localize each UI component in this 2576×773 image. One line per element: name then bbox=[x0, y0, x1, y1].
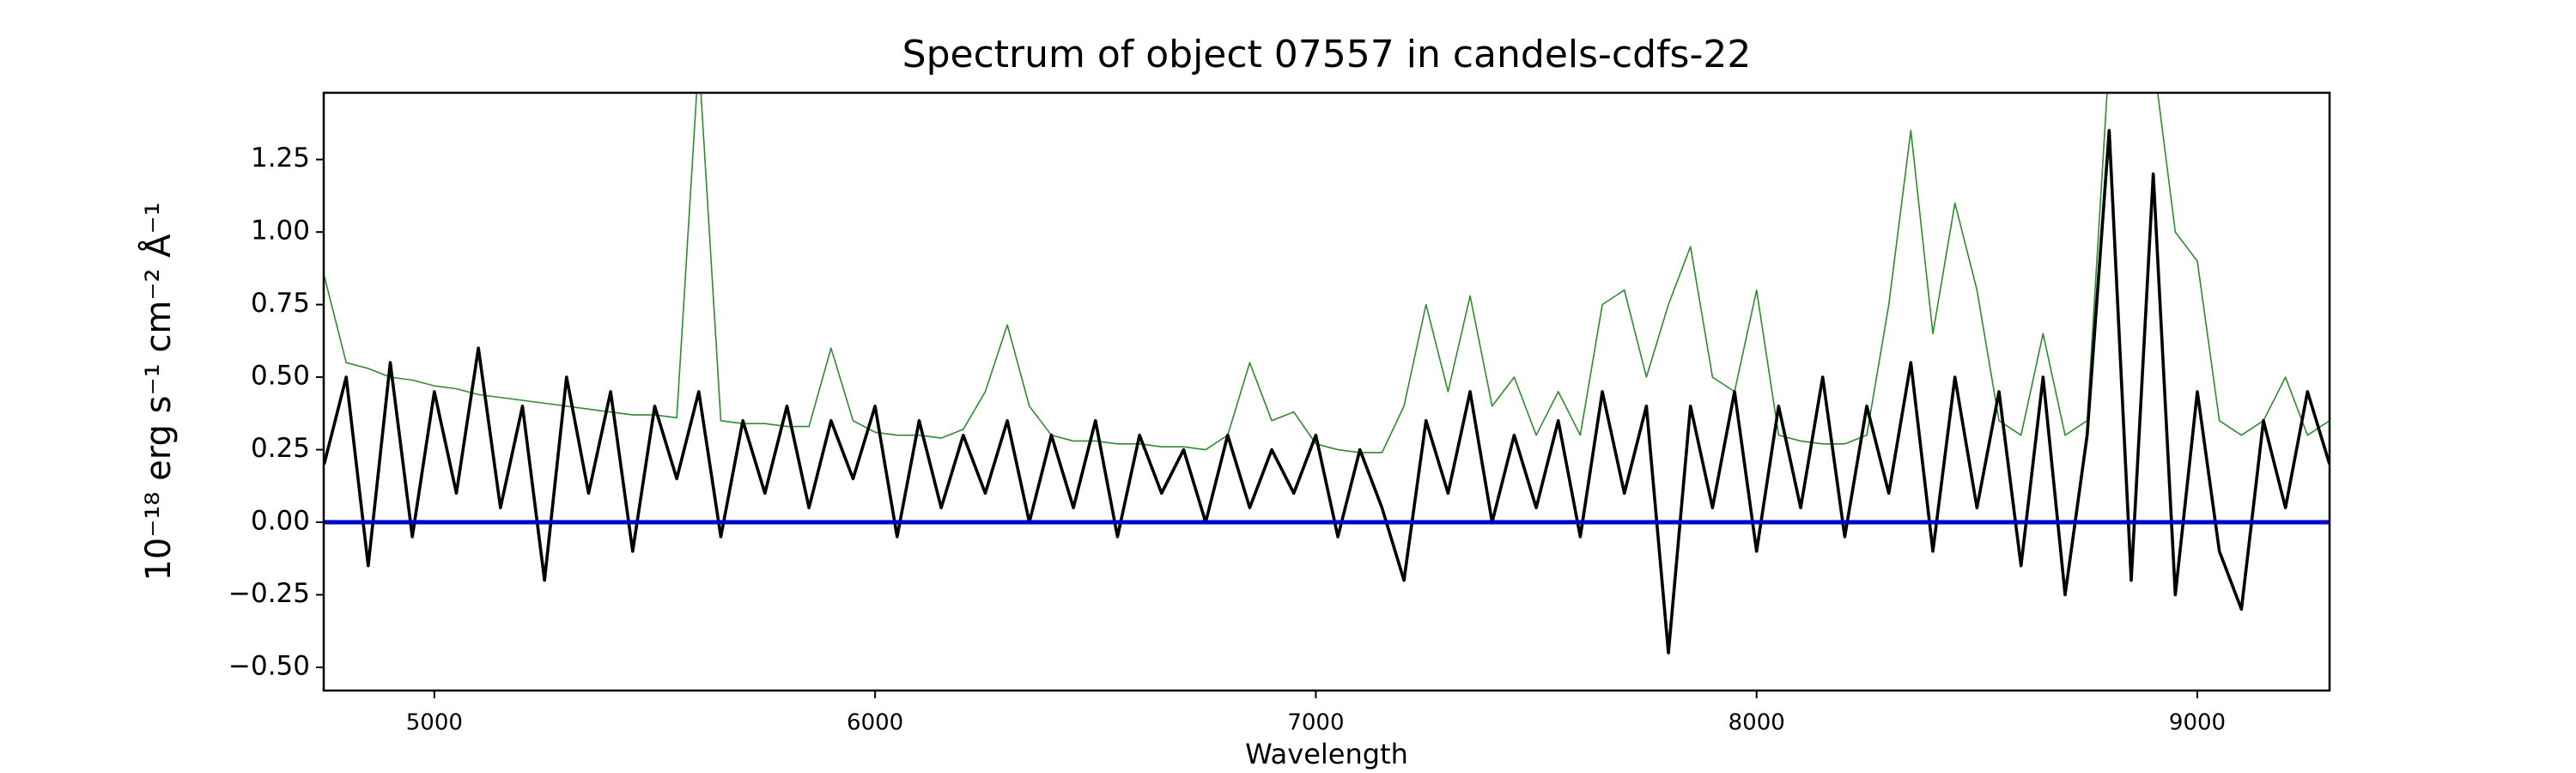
y-tick-label: 0.00 bbox=[251, 506, 310, 537]
y-tick-label: −0.50 bbox=[228, 650, 310, 681]
x-tick-label: 8000 bbox=[1728, 710, 1785, 736]
plot-area bbox=[324, 93, 2330, 654]
y-axis-label: 10⁻¹⁸ erg s⁻¹ cm⁻² Å⁻¹ bbox=[137, 202, 179, 581]
y-tick-label: 0.50 bbox=[251, 361, 310, 392]
y-tick-label: 0.25 bbox=[251, 433, 310, 464]
y-tick-label: 0.75 bbox=[251, 288, 310, 319]
axes-frame bbox=[322, 91, 2331, 692]
x-axis-label: Wavelength bbox=[1245, 738, 1408, 770]
y-tick-label: −0.25 bbox=[228, 578, 310, 609]
y-tick-label: 1.25 bbox=[251, 143, 310, 173]
y-tick-label: 1.00 bbox=[251, 216, 310, 247]
x-tick-label: 6000 bbox=[847, 710, 903, 736]
x-tick-label: 5000 bbox=[406, 710, 463, 736]
x-tick-label: 7000 bbox=[1287, 710, 1344, 736]
x-tick-label: 9000 bbox=[2169, 710, 2226, 736]
axes: −0.50 −0.25 0.00 0.25 0.50 0.75 1.00 1.25 5000 60… bbox=[228, 143, 2226, 735]
spectrum-line bbox=[324, 129, 2330, 654]
spectrum-line bbox=[324, 93, 2330, 453]
chart-title: Spectrum of object 07557 in candels-cdfs… bbox=[902, 33, 1752, 76]
